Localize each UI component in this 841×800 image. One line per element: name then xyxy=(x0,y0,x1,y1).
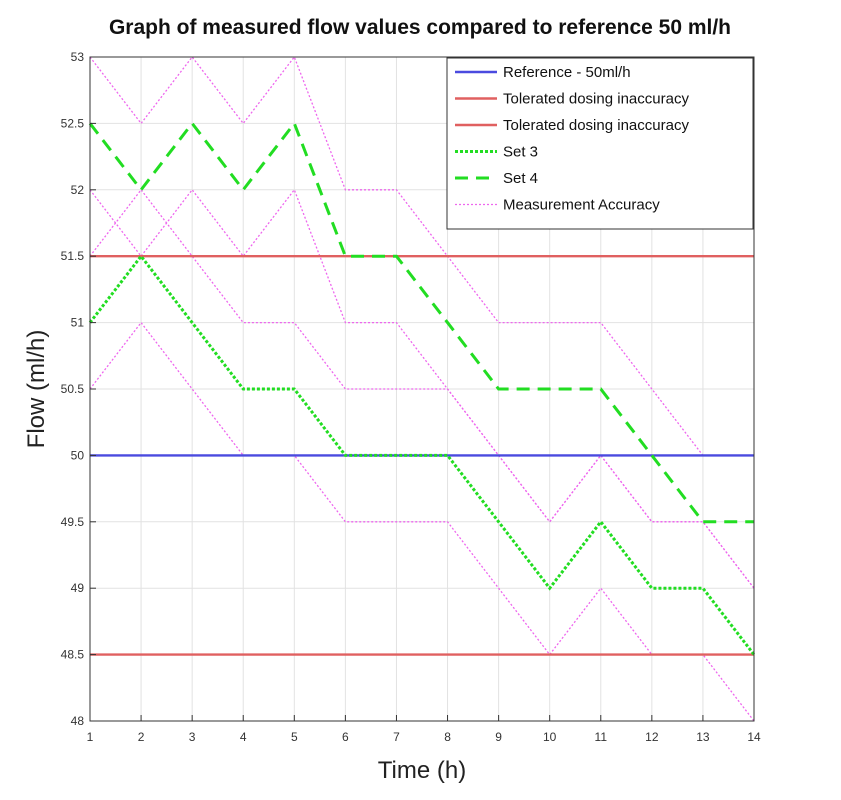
legend-label-5: Measurement Accuracy xyxy=(503,197,660,214)
y-tick-label-3: 49.5 xyxy=(61,515,85,529)
x-tick-label-12: 13 xyxy=(696,730,710,744)
x-tick-label-3: 4 xyxy=(240,730,247,744)
x-tick-label-10: 11 xyxy=(595,730,608,744)
y-tick-label-9: 52.5 xyxy=(61,116,85,130)
x-tick-label-6: 7 xyxy=(393,730,400,744)
x-tick-label-1: 2 xyxy=(138,730,145,744)
x-tick-label-9: 10 xyxy=(543,730,557,744)
y-tick-label-7: 51.5 xyxy=(61,249,85,263)
series-layer xyxy=(88,55,756,722)
y-tick-label-5: 50.5 xyxy=(61,382,85,396)
series-line-6 xyxy=(89,321,755,722)
legend-label-1: Tolerated dosing inaccuracy xyxy=(503,91,689,108)
x-tick-label-4: 5 xyxy=(291,730,298,744)
y-tick-label-4: 50 xyxy=(71,448,85,462)
legend-label-2: Tolerated dosing inaccuracy xyxy=(503,117,689,134)
y-tick-label-0: 48 xyxy=(71,714,85,728)
series-line-4 xyxy=(88,120,754,524)
x-tick-label-13: 14 xyxy=(747,730,761,744)
x-tick-label-11: 12 xyxy=(645,730,659,744)
y-tick-label-2: 49 xyxy=(71,581,85,595)
y-tick-label-1: 48.5 xyxy=(61,648,85,662)
x-tick-label-8: 9 xyxy=(495,730,502,744)
chart-title: Graph of measured flow values compared t… xyxy=(109,16,731,39)
x-tick-label-5: 6 xyxy=(342,730,349,744)
series-line-3 xyxy=(88,253,756,656)
y-tick-label-6: 51 xyxy=(71,316,85,330)
legend-label-3: Set 3 xyxy=(503,144,538,161)
y-tick-label-8: 52 xyxy=(71,183,85,197)
legend-box xyxy=(446,57,754,230)
legend: Reference - 50ml/h Tolerated dosing inacc… xyxy=(446,57,754,230)
y-axis-ticks: 48 48.5 49 49.5 50 50.5 51 51.5 52 52.5 53 xyxy=(61,50,96,728)
y-tick-label-10: 53 xyxy=(71,50,85,64)
series-line-8 xyxy=(89,188,755,589)
x-tick-label-0: 1 xyxy=(87,730,94,744)
y-axis-title: Flow (ml/h) xyxy=(23,330,50,449)
series-line-7 xyxy=(89,55,754,457)
legend-label-4: Set 4 xyxy=(503,170,538,187)
x-tick-label-7: 8 xyxy=(444,730,451,744)
x-tick-label-2: 3 xyxy=(189,730,196,744)
legend-label-0: Reference - 50ml/h xyxy=(503,64,631,81)
x-axis-ticks: 1 2 3 4 5 6 7 8 9 10 11 12 13 14 xyxy=(87,715,761,744)
x-axis-title: Time (h) xyxy=(378,757,466,784)
